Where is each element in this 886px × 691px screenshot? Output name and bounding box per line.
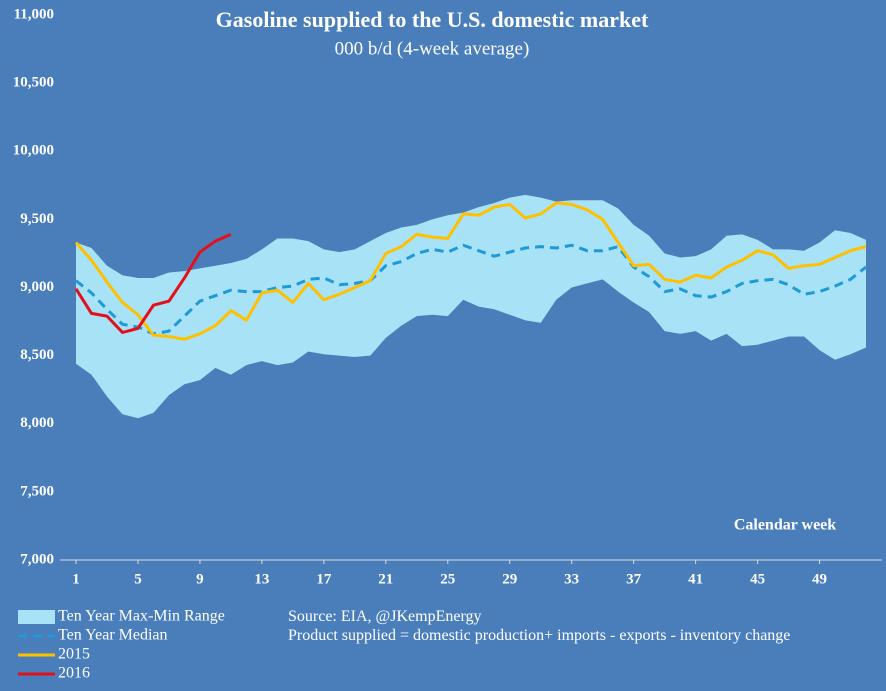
x-axis-label: Calendar week (734, 517, 836, 534)
definition-note: Product supplied = domestic production+ … (288, 627, 791, 644)
x-tick-label: 33 (564, 571, 579, 587)
x-tick-label: 5 (134, 571, 142, 587)
y-tick-label: 7,500 (20, 483, 54, 499)
y-tick-label: 8,500 (20, 347, 54, 363)
series-line (74, 232, 232, 334)
y-tick-label: 9,500 (20, 211, 54, 227)
y-tick-label: 8,000 (20, 415, 54, 431)
y-tick-label: 10,500 (13, 75, 54, 91)
x-tick-label: 29 (502, 571, 517, 587)
legend-label: 2015 (58, 646, 90, 663)
y-tick-label: 9,000 (20, 279, 54, 295)
source-note: Source: EIA, @JKempEnergy (288, 608, 482, 625)
x-tick-label: 17 (316, 571, 332, 587)
y-tick-label: 10,000 (13, 143, 54, 159)
legend-swatch (18, 610, 55, 624)
x-tick-label: 9 (196, 571, 204, 587)
x-tick-label: 41 (688, 571, 703, 587)
x-tick-label: 45 (750, 571, 765, 587)
y-tick-label: 11,000 (14, 6, 54, 22)
x-tick-label: 21 (378, 571, 393, 587)
legend-label: 2016 (58, 665, 90, 682)
x-tick-label: 37 (626, 571, 642, 587)
x-tick-label: 49 (812, 571, 827, 587)
x-tick-label: 13 (254, 571, 269, 587)
series-line (75, 243, 867, 336)
chart-title: Gasoline supplied to the U.S. domestic m… (216, 7, 649, 32)
chart-subtitle: 000 b/d (4-week average) (335, 38, 530, 59)
legend-label: Ten Year Max-Min Range (58, 608, 225, 625)
x-tick-label: 25 (440, 571, 455, 587)
x-tick-label: 1 (72, 571, 80, 587)
y-tick-label: 7,000 (20, 551, 54, 567)
series-line (74, 201, 867, 341)
notes: Source: EIA, @JKempEnergy Product suppli… (288, 607, 866, 645)
legend-label: Ten Year Median (58, 627, 168, 644)
range-band (76, 194, 866, 419)
